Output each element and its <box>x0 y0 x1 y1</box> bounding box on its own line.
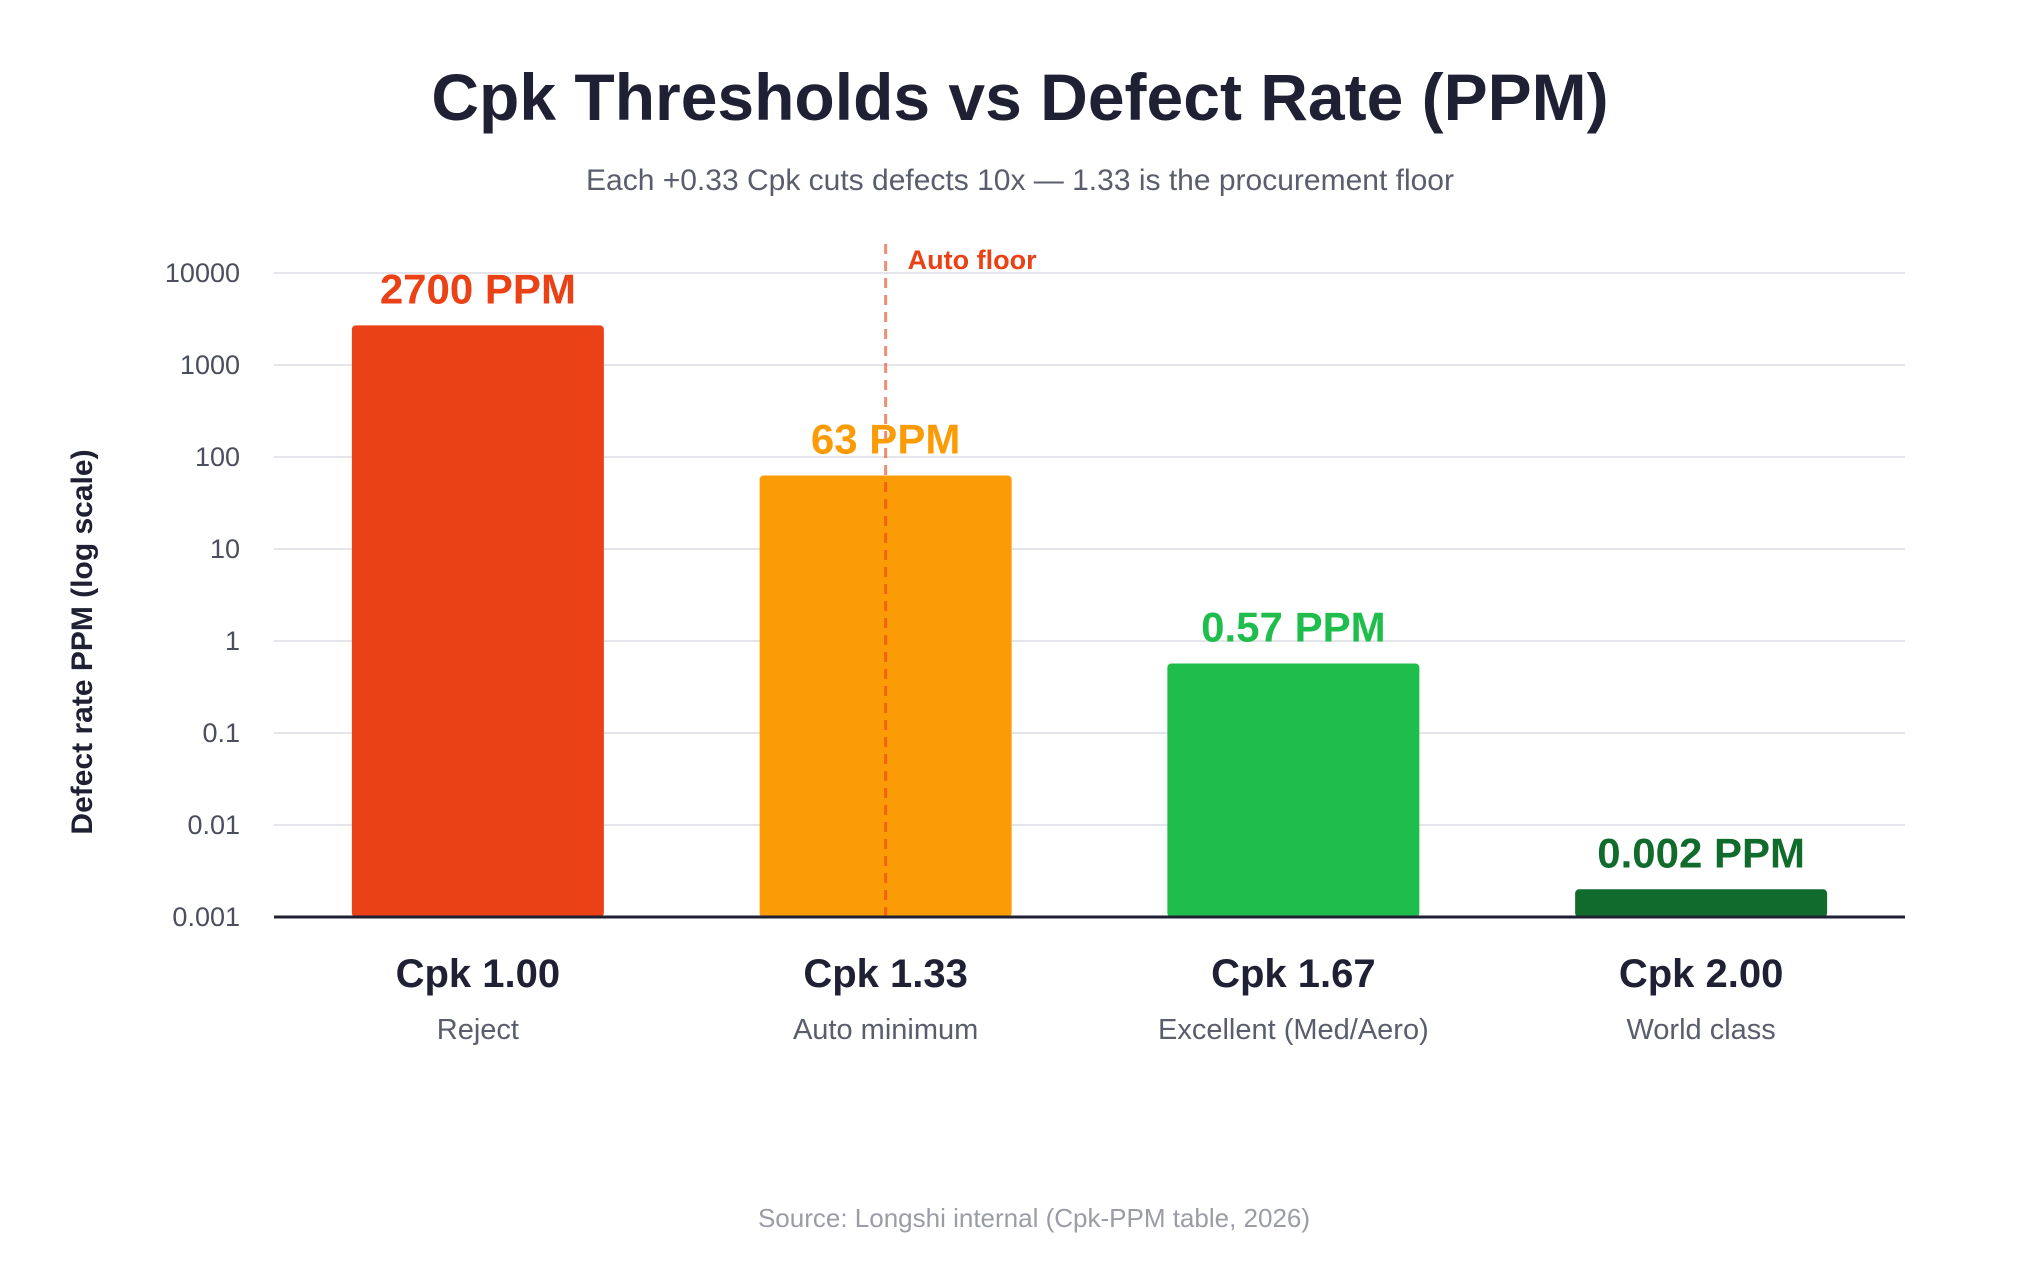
y-axis-ticks: 0.001 0.01 0.1 1 10 100 1000 10000 <box>165 258 240 932</box>
y-axis-label: Defect rate PPM (log scale) <box>66 449 99 834</box>
bar <box>1167 663 1420 917</box>
x-axis: Cpk 1.00 Reject Cpk 1.33 Auto minimum Cpk 1.… <box>274 915 1905 1046</box>
y-tick-label: 0.001 <box>172 902 240 932</box>
y-tick-label: 0.1 <box>202 718 240 748</box>
data-label: 0.002 PPM <box>1597 829 1805 876</box>
bar <box>759 475 1012 917</box>
data-label: 0.57 PPM <box>1201 603 1385 650</box>
y-tick-label: 1 <box>225 626 240 656</box>
x-tick-label: Cpk 2.00 <box>1619 952 1784 996</box>
y-tick-label: 0.01 <box>187 810 240 840</box>
y-tick-label: 1000 <box>180 350 240 380</box>
x-tick-sublabel: World class <box>1626 1014 1775 1046</box>
chart-title: Cpk Thresholds vs Defect Rate (PPM) <box>431 60 1608 134</box>
y-tick-label: 100 <box>195 442 240 472</box>
data-labels: 2700 PPM 63 PPM 0.57 PPM 0.002 PPM <box>380 265 1805 876</box>
x-tick-sublabel: Auto minimum <box>793 1014 978 1046</box>
x-tick-label: Cpk 1.67 <box>1211 952 1376 996</box>
x-tick-sublabel: Reject <box>437 1014 519 1046</box>
y-tick-label: 10000 <box>165 258 240 288</box>
reference-line-label: Auto floor <box>908 245 1037 275</box>
source-note: Source: Longshi internal (Cpk-PPM table,… <box>758 1203 1310 1233</box>
y-tick-label: 10 <box>210 534 240 564</box>
bar <box>351 325 604 917</box>
x-tick-label: Cpk 1.00 <box>396 952 561 996</box>
bar <box>1575 889 1828 917</box>
data-label: 63 PPM <box>811 415 960 462</box>
x-tick-sublabel: Excellent (Med/Aero) <box>1158 1014 1429 1046</box>
data-label: 2700 PPM <box>380 265 576 312</box>
bars <box>351 325 1828 917</box>
x-tick-label: Cpk 1.33 <box>803 952 968 996</box>
chart-subtitle: Each +0.33 Cpk cuts defects 10x — 1.33 i… <box>586 164 1454 197</box>
reference-line-group: Auto floor <box>884 244 1037 917</box>
